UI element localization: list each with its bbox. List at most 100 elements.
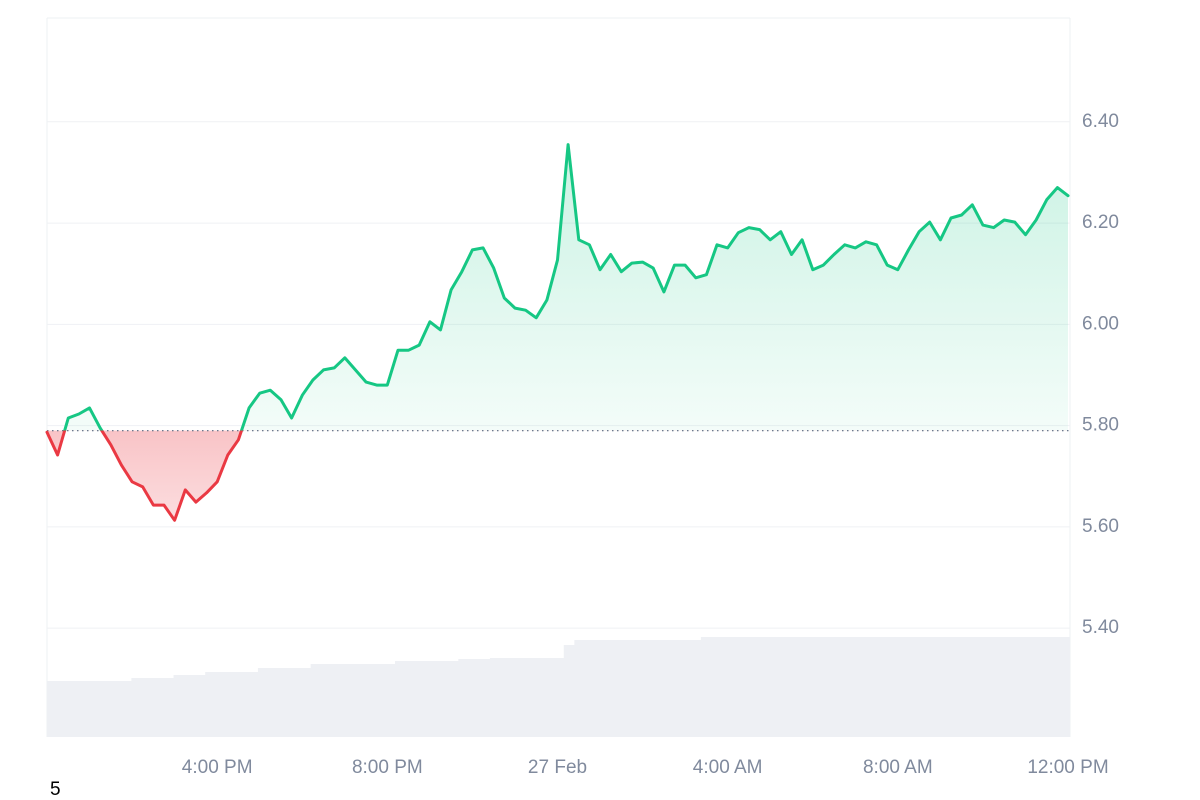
volume-bar [57, 681, 69, 737]
volume-bar [690, 640, 702, 737]
volume-bar [795, 637, 807, 737]
y-tick-label: 6.20 [1082, 212, 1119, 233]
volume-bar [605, 640, 617, 737]
volume-bar [437, 661, 449, 737]
volume-bar [1059, 637, 1071, 737]
y-tick-label: 5.40 [1082, 617, 1119, 638]
volume-bar [721, 637, 733, 737]
volume-bar [384, 664, 396, 737]
volume-bar [985, 637, 997, 737]
volume-bar [110, 681, 122, 737]
x-tick-label: 4:00 PM [182, 757, 253, 778]
volume-bar [426, 661, 438, 737]
volume-bar [479, 659, 491, 737]
volume-bar [416, 661, 427, 737]
volume-bar [373, 664, 385, 737]
y-tick-label: 5.80 [1082, 415, 1119, 436]
x-tick-label: 27 Feb [528, 757, 587, 778]
volume-bar [816, 637, 828, 737]
volume-bar [648, 640, 659, 737]
y-tick-label: 6.00 [1082, 313, 1119, 334]
volume-bar [774, 637, 786, 737]
volume-bar [658, 640, 670, 737]
volume-bar [78, 681, 90, 737]
volume-bar [532, 658, 543, 737]
volume-bar [679, 640, 691, 737]
volume-bar [68, 681, 79, 737]
volume-bar [711, 637, 723, 737]
volume-bar [289, 668, 301, 737]
volume-bar [1048, 637, 1060, 737]
volume-bar [743, 637, 754, 737]
volume-bar [1027, 637, 1039, 737]
price-line [45, 143, 1070, 522]
volume-bar [911, 637, 923, 737]
volume-bar [226, 672, 238, 737]
volume-bar [563, 645, 575, 737]
volume-bar [785, 637, 797, 737]
volume-bar [584, 640, 596, 737]
x-tick-label: 4:00 AM [693, 757, 763, 778]
volume-bar [141, 678, 153, 737]
volume-bar [637, 640, 649, 737]
volume-bar [932, 637, 944, 737]
volume-bar [268, 668, 280, 737]
volume-bar [880, 637, 892, 737]
volume-bar [616, 640, 628, 737]
volume-bar [173, 675, 185, 737]
volume-bar [184, 675, 195, 737]
x-tick-label: 8:00 PM [352, 757, 423, 778]
volume-bar [194, 675, 206, 737]
volume-bar [943, 637, 955, 737]
volume-bar [511, 658, 522, 737]
volume-bar [753, 637, 765, 737]
volume-bar [595, 640, 607, 737]
volume-bar [331, 664, 343, 737]
volume-bar [321, 664, 333, 737]
volume-bar [975, 637, 986, 737]
volume-bar [890, 637, 902, 737]
volume-bar [806, 637, 818, 737]
x-tick-label: 8:00 AM [863, 757, 933, 778]
volume-bar [363, 664, 375, 737]
volume-bar [458, 659, 470, 737]
volume-bar [732, 637, 744, 737]
volume-bar [215, 672, 227, 737]
x-tick-label: 12:00 PM [1027, 757, 1108, 778]
volume-bar [964, 637, 976, 737]
volume-bar [500, 658, 512, 737]
volume-bar [352, 664, 364, 737]
volume-bar [922, 637, 934, 737]
volume-bar [47, 681, 58, 737]
volume-bar [700, 637, 712, 737]
volume-bar [99, 681, 111, 737]
volume-bar [310, 664, 322, 737]
volume-bar [152, 678, 164, 737]
volume-bar [205, 672, 217, 737]
volume-bar [848, 637, 860, 737]
volume-bar [489, 658, 501, 737]
volume-bar [405, 661, 417, 737]
volume-bar [395, 661, 406, 737]
volume-bar [574, 640, 586, 737]
volume-bar [521, 658, 533, 737]
volume-bar [236, 672, 248, 737]
footnote: 5 [50, 779, 61, 800]
volume-bar [468, 659, 480, 737]
volume-bar [247, 672, 259, 737]
volume-bar [901, 637, 913, 737]
volume-bar [859, 637, 870, 737]
volume-bar [447, 661, 459, 737]
volume-bar [257, 668, 269, 737]
volume-bar [869, 637, 881, 737]
volume-bar [1038, 637, 1050, 737]
volume-bar [131, 678, 143, 737]
volume-bar [279, 668, 290, 737]
volume-bar [1006, 637, 1018, 737]
volume-bar [827, 637, 839, 737]
volume-bar [837, 637, 849, 737]
volume-bar [163, 678, 174, 737]
volume-bar [342, 664, 354, 737]
